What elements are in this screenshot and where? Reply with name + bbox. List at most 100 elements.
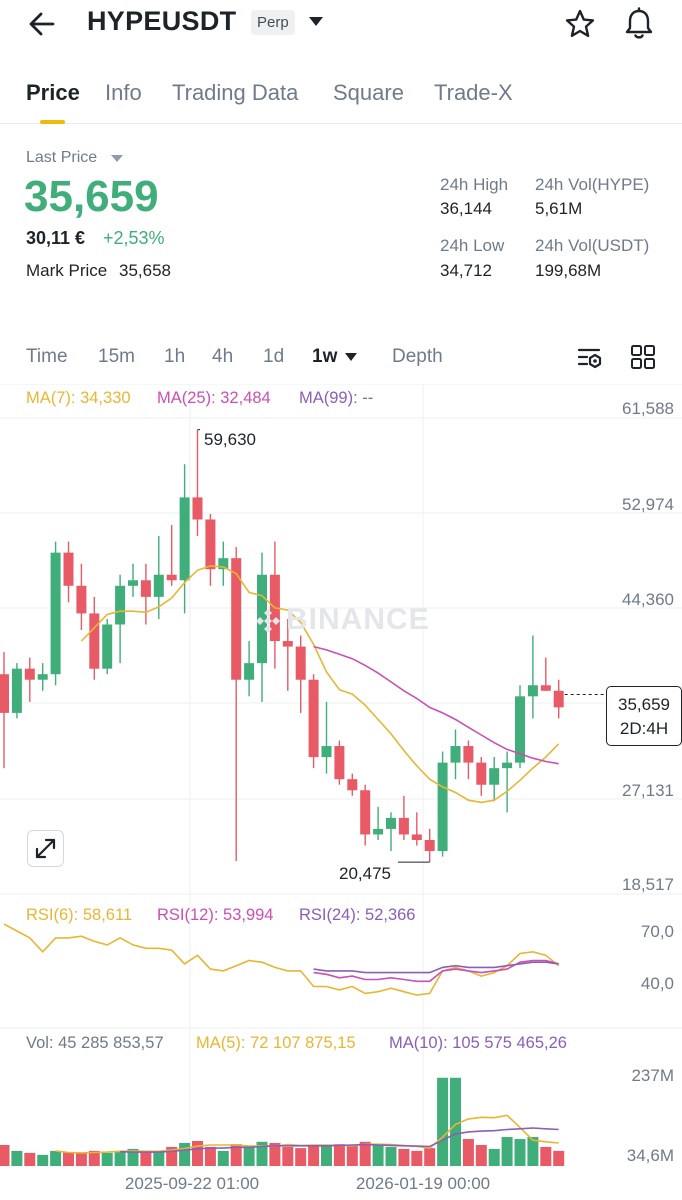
- volume-bar-up: [527, 1137, 539, 1166]
- candle-down: [24, 668, 35, 680]
- candle-up: [257, 574, 267, 664]
- volume-bar-up: [217, 1150, 229, 1166]
- volume-bar-up: [50, 1150, 62, 1166]
- volume-bar-down: [540, 1146, 552, 1166]
- volume-bar-down: [346, 1144, 358, 1166]
- caret-down-icon[interactable]: [345, 353, 357, 361]
- volume-bar-down: [333, 1144, 345, 1166]
- price-axis-label: 61,588: [622, 399, 674, 418]
- volume-bar-up: [101, 1152, 113, 1166]
- candle-down: [360, 790, 371, 835]
- rsi6-legend: RSI(6): 58,611: [26, 906, 133, 924]
- volume-bar-down: [269, 1142, 281, 1166]
- volume-bar-down: [166, 1146, 178, 1166]
- fullscreen-button[interactable]: [27, 830, 64, 867]
- volume-bar-down: [295, 1148, 307, 1166]
- candle-down: [295, 646, 306, 680]
- candle-up: [386, 817, 396, 829]
- candle-up: [437, 762, 448, 852]
- last-price-label[interactable]: Last Price: [26, 149, 98, 166]
- candle-up: [128, 580, 138, 586]
- rsi12-line: [313, 959, 559, 983]
- volume-bar-down: [140, 1152, 152, 1166]
- ma25-line: [313, 645, 559, 765]
- volume-bar-down: [0, 1144, 10, 1166]
- candle-up: [102, 624, 113, 669]
- timeframe-1d[interactable]: 1d: [263, 346, 285, 367]
- 24h-vol-base: 5,61M: [535, 199, 583, 218]
- volume-axis-label: 237M: [631, 1066, 674, 1085]
- timeframe-4h[interactable]: 4h: [212, 346, 234, 367]
- chart-canvas[interactable]: 61,58852,97444,36035,74627,13118,51770,0…: [0, 384, 682, 1200]
- watermark: BINANCE: [286, 603, 430, 636]
- volume-bar-down: [359, 1141, 371, 1166]
- back-arrow-icon[interactable]: [26, 8, 58, 40]
- timeframe-time[interactable]: Time: [26, 346, 68, 367]
- candle-down: [282, 641, 293, 647]
- rsi-axis-label: 70,0: [641, 922, 674, 941]
- candle-down: [540, 685, 551, 691]
- low-annotation: 20,475: [339, 864, 391, 883]
- candle-down: [463, 746, 474, 763]
- main-tabs: Price Info Trading Data Square Trade-X: [0, 72, 682, 124]
- candle-up: [11, 668, 22, 713]
- candle-up: [527, 685, 538, 697]
- volume-bar-up: [256, 1141, 268, 1166]
- timeframe-15m[interactable]: 15m: [98, 346, 135, 367]
- symbol-title[interactable]: HYPEUSDT: [87, 6, 237, 36]
- volume-bar-up: [321, 1145, 332, 1166]
- 24h-high-label: 24h High: [440, 175, 509, 194]
- vol-ma10-line: [120, 1127, 559, 1153]
- star-icon[interactable]: [564, 8, 596, 40]
- volume-bar-down: [88, 1150, 100, 1166]
- candle-down: [308, 679, 319, 758]
- tab-trade-x[interactable]: Trade-X: [434, 80, 513, 105]
- rsi24-legend: RSI(24): 52,366: [299, 906, 416, 924]
- current-price-tag: 35,659 2D:4H: [606, 686, 682, 746]
- volume-bar-up: [114, 1152, 126, 1166]
- tab-info[interactable]: Info: [105, 80, 142, 105]
- volume-bar-up: [153, 1150, 165, 1166]
- ma99-legend: MA(99): --: [299, 389, 374, 407]
- volume-bar-down: [75, 1152, 87, 1166]
- 24h-vol-base-label: 24h Vol(HYPE): [535, 175, 650, 194]
- candle-down: [76, 585, 87, 614]
- price-axis-label: 18,517: [622, 875, 674, 894]
- candle-up: [515, 696, 525, 763]
- tab-trading-data[interactable]: Trading Data: [172, 80, 299, 105]
- volume-bar-down: [204, 1146, 216, 1166]
- candle-down: [140, 580, 151, 597]
- 24h-vol-quote-label: 24h Vol(USDT): [535, 236, 650, 255]
- tab-square[interactable]: Square: [333, 80, 404, 105]
- tab-price[interactable]: Price: [26, 80, 80, 105]
- volume-bar-up: [488, 1148, 500, 1166]
- price-axis-label: 44,360: [622, 590, 674, 609]
- timeframe-depth[interactable]: Depth: [392, 346, 443, 367]
- volume-bar-up: [385, 1146, 397, 1166]
- volume-bar-up: [437, 1077, 449, 1166]
- caret-down-icon[interactable]: [309, 17, 323, 26]
- volume-axis-label: 34,6M: [627, 1146, 674, 1165]
- candle-down: [205, 519, 216, 570]
- candlestick-chart[interactable]: 61,58852,97444,36035,74627,13118,51770,0…: [0, 384, 682, 1200]
- volume-bar-down: [411, 1150, 423, 1166]
- volume-bar-down: [63, 1152, 74, 1166]
- last-price: 35,659: [24, 172, 159, 221]
- chart-settings-icon[interactable]: [577, 344, 605, 372]
- layout-grid-icon[interactable]: [630, 344, 656, 370]
- volume-bar-up: [501, 1137, 513, 1166]
- 24h-low: 34,712: [440, 261, 492, 280]
- candle-down: [411, 834, 422, 840]
- high-annotation: 59,630: [204, 430, 256, 449]
- volume-bar-up: [514, 1139, 526, 1166]
- timeframe-1w[interactable]: 1w: [312, 346, 338, 367]
- change-percent: +2,53%: [103, 228, 165, 248]
- candle-down: [192, 497, 203, 520]
- volume-bar-down: [462, 1139, 474, 1166]
- caret-down-icon[interactable]: [111, 155, 123, 162]
- candle-down: [63, 552, 74, 586]
- candle-up: [502, 762, 513, 769]
- timeframe-1h[interactable]: 1h: [164, 346, 186, 367]
- volume-bar-down: [192, 1141, 203, 1166]
- bell-icon[interactable]: [623, 7, 655, 41]
